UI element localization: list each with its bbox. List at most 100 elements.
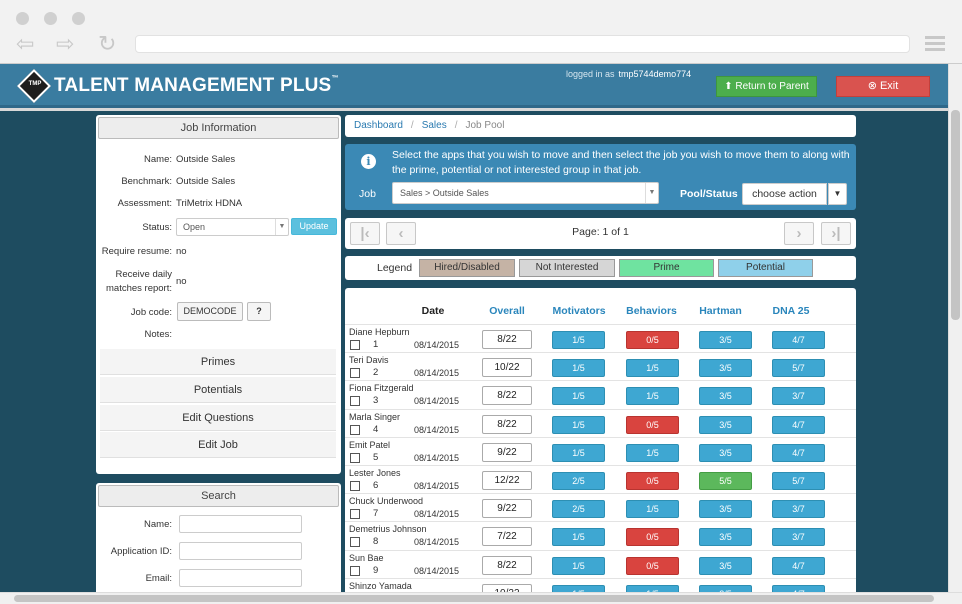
table-row[interactable]: Fiona Fitzgerald 3 08/14/2015 8/22 1/5 1/5 3/5…: [345, 380, 856, 408]
window-dot-close[interactable]: [16, 12, 29, 25]
dna25-score[interactable]: 5/7: [772, 359, 825, 378]
dna25-score[interactable]: 4/7: [772, 556, 825, 575]
motivators-score[interactable]: 2/5: [552, 500, 605, 519]
motivators-score[interactable]: 1/5: [552, 584, 605, 592]
behaviors-score[interactable]: 1/5: [626, 500, 679, 519]
dna25-score[interactable]: 4/7: [772, 331, 825, 349]
breadcrumb-dashboard[interactable]: Dashboard: [354, 120, 403, 131]
hartman-score[interactable]: 5/5: [699, 472, 752, 490]
horizontal-scroll-thumb[interactable]: [14, 595, 934, 602]
hartman-score[interactable]: 3/5: [699, 584, 752, 592]
applicant-name[interactable]: Lester Jones: [349, 468, 401, 478]
motivators-score[interactable]: 1/5: [552, 556, 605, 575]
job-select[interactable]: Sales > Outside Sales ▼: [392, 182, 659, 204]
dna25-score[interactable]: 3/7: [772, 500, 825, 519]
applicant-name[interactable]: Sun Bae: [349, 552, 384, 563]
breadcrumb-sales[interactable]: Sales: [421, 120, 447, 131]
dna25-score[interactable]: 3/7: [772, 387, 825, 406]
select-checkbox[interactable]: [350, 340, 360, 350]
update-button[interactable]: Update: [291, 218, 337, 235]
select-checkbox[interactable]: [350, 537, 360, 548]
applicant-name[interactable]: Marla Singer: [349, 411, 401, 422]
table-row[interactable]: Lester Jones 6 08/14/2015 12/22 2/5 0/5 5/5 5/7: [345, 465, 856, 493]
table-row[interactable]: Chuck Underwood 7 08/14/2015 9/22 2/5 1/5 3/5 3…: [345, 493, 856, 521]
applicant-name[interactable]: Fiona Fitzgerald: [349, 383, 414, 394]
overall-score[interactable]: 8/22: [482, 386, 532, 406]
window-dot-maximize[interactable]: [72, 12, 85, 25]
hartman-score[interactable]: 3/5: [699, 528, 752, 547]
hartman-score[interactable]: 3/5: [699, 331, 752, 349]
overall-score[interactable]: 8/22: [482, 414, 532, 434]
last-page-icon[interactable]: ›|: [821, 222, 851, 245]
applicant-name[interactable]: Teri Davis: [349, 355, 389, 366]
primes-button[interactable]: Primes: [100, 349, 336, 375]
overall-score[interactable]: 9/22: [482, 499, 532, 519]
table-row[interactable]: Teri Davis 2 08/14/2015 10/22 1/5 1/5 3/5 5/7: [345, 352, 856, 380]
dna25-score[interactable]: 4/7: [772, 443, 825, 462]
search-email-input[interactable]: [179, 569, 302, 587]
header-motivators[interactable]: Motivators: [552, 305, 606, 317]
url-bar[interactable]: [135, 35, 910, 53]
exit-button[interactable]: ⊗ Exit: [836, 76, 930, 97]
overall-score[interactable]: 10/22: [482, 358, 532, 378]
vertical-scroll-thumb[interactable]: [951, 110, 960, 320]
hartman-score[interactable]: 3/5: [699, 359, 752, 378]
select-checkbox[interactable]: [350, 368, 360, 379]
hamburger-icon[interactable]: [925, 36, 945, 52]
motivators-score[interactable]: 1/5: [552, 387, 605, 406]
choose-action-dropdown-icon[interactable]: ▼: [828, 183, 847, 205]
applicant-name[interactable]: Emit Patel: [349, 439, 391, 450]
dna25-score[interactable]: 4/7: [772, 415, 825, 434]
behaviors-score[interactable]: 1/5: [626, 387, 679, 406]
motivators-score[interactable]: 1/5: [552, 331, 605, 349]
horizontal-scrollbar[interactable]: [0, 592, 962, 604]
dna25-score[interactable]: 3/7: [772, 528, 825, 547]
overall-score[interactable]: 9/22: [482, 442, 532, 462]
potentials-button[interactable]: Potentials: [100, 377, 336, 403]
behaviors-score[interactable]: 0/5: [626, 415, 679, 434]
reload-icon[interactable]: ↻: [98, 31, 117, 56]
select-checkbox[interactable]: [350, 481, 360, 491]
dna25-score[interactable]: 5/7: [772, 472, 825, 490]
applicant-name[interactable]: Demetrius Johnson: [349, 524, 427, 535]
help-button[interactable]: ?: [247, 302, 271, 321]
header-behaviors[interactable]: Behaviors: [626, 305, 677, 317]
table-row[interactable]: Sun Bae 9 08/14/2015 8/22 1/5 0/5 3/5 4/7: [345, 549, 856, 578]
motivators-score[interactable]: 1/5: [552, 359, 605, 378]
table-row[interactable]: Demetrius Johnson 8 08/14/2015 7/22 1/5 0/5 3/…: [345, 521, 856, 549]
behaviors-score[interactable]: 1/5: [626, 359, 679, 378]
behaviors-score[interactable]: 0/5: [626, 331, 679, 349]
header-dna25[interactable]: DNA 25: [772, 305, 810, 317]
choose-action-button[interactable]: choose action: [742, 183, 827, 205]
select-checkbox[interactable]: [350, 565, 360, 576]
applicant-name[interactable]: Chuck Underwood: [349, 496, 424, 507]
job-code-button[interactable]: DEMOCODE: [177, 302, 243, 321]
hartman-score[interactable]: 3/5: [699, 556, 752, 575]
select-checkbox[interactable]: [350, 396, 360, 407]
overall-score[interactable]: 8/22: [482, 555, 532, 575]
select-checkbox[interactable]: [350, 424, 360, 435]
behaviors-score[interactable]: 1/5: [626, 443, 679, 462]
prev-page-icon[interactable]: ‹: [386, 222, 416, 245]
applicant-name[interactable]: Diane Hepburn: [349, 327, 410, 337]
edit-job-button[interactable]: Edit Job: [100, 432, 336, 458]
motivators-score[interactable]: 1/5: [552, 443, 605, 462]
overall-score[interactable]: 10/22: [482, 583, 532, 592]
table-row[interactable]: Shinzo Yamada1008/14/201510/221/51/53/54…: [345, 577, 856, 592]
overall-score[interactable]: 8/22: [482, 330, 532, 349]
header-date[interactable]: Date: [421, 305, 445, 317]
next-page-icon[interactable]: ›: [784, 222, 814, 245]
header-overall[interactable]: Overall: [489, 305, 525, 317]
hartman-score[interactable]: 3/5: [699, 443, 752, 462]
behaviors-score[interactable]: 0/5: [626, 528, 679, 547]
dna25-score[interactable]: 4/7: [772, 584, 825, 592]
edit-questions-button[interactable]: Edit Questions: [100, 405, 336, 431]
select-checkbox[interactable]: [350, 509, 360, 520]
hartman-score[interactable]: 3/5: [699, 415, 752, 434]
arrow-right-icon[interactable]: ⇨: [56, 31, 75, 56]
table-row[interactable]: Diane Hepburn 1 08/14/2015 8/22 1/5 0/5 3/5 4/7: [345, 324, 856, 352]
overall-score[interactable]: 12/22: [482, 471, 532, 490]
table-row[interactable]: Marla Singer 4 08/14/2015 8/22 1/5 0/5 3/5 4/7: [345, 408, 856, 437]
behaviors-score[interactable]: 1/5: [626, 584, 679, 592]
vertical-scrollbar[interactable]: [948, 64, 962, 592]
